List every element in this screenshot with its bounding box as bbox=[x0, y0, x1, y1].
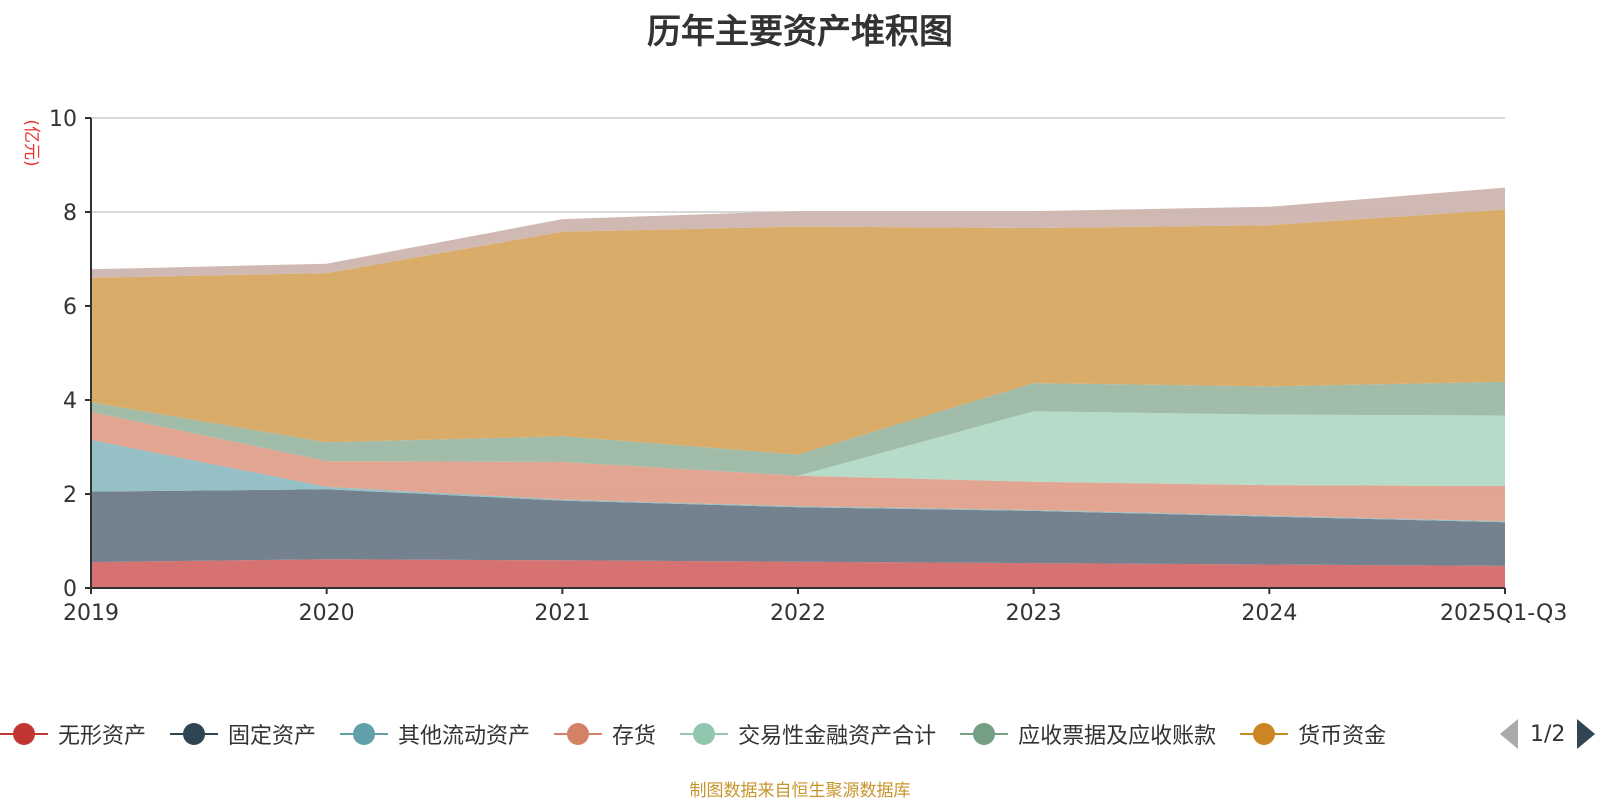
area-series-固定资产[interactable] bbox=[91, 489, 1505, 566]
x-tick-label: 2021 bbox=[534, 601, 590, 626]
area-series-交易性金融资产合计[interactable] bbox=[91, 411, 1505, 486]
y-tick-label: 4 bbox=[63, 389, 77, 414]
legend-label: 无形资产 bbox=[58, 724, 147, 749]
x-tick-label: 2020 bbox=[299, 601, 355, 626]
legend-marker-icon bbox=[0, 722, 48, 746]
area-series-应收票据及应收账款[interactable] bbox=[91, 381, 1505, 476]
area-series-货币资金[interactable] bbox=[91, 209, 1505, 455]
legend-marker-icon bbox=[554, 722, 603, 746]
legend-marker-icon bbox=[340, 722, 389, 746]
area-series-无形资产[interactable] bbox=[91, 559, 1505, 588]
y-tick-label: 2 bbox=[63, 483, 77, 508]
legend-item[interactable]: 应收票据及应收账款 bbox=[960, 718, 1216, 750]
area-series-存货[interactable] bbox=[91, 411, 1505, 522]
y-axis-unit-label: (亿元) bbox=[21, 119, 41, 166]
x-tick-label: 2023 bbox=[1006, 601, 1062, 626]
x-tick-label: 2019 bbox=[63, 601, 119, 626]
x-tick-label: 2024 bbox=[1241, 601, 1297, 626]
legend-label: 应收票据及应收账款 bbox=[1018, 724, 1217, 749]
legend-item[interactable]: 固定资产 bbox=[170, 718, 316, 750]
y-tick-label: 0 bbox=[63, 577, 77, 602]
legend-label: 存货 bbox=[612, 724, 657, 749]
axes: 0 2 4 6 8 10 2019 2020 2021 2022 2023 2024 2025Q1-Q3 bbox=[49, 107, 1567, 626]
legend: 无形资产 固定资产 其他流动资产 存货 交易性金融资产合计 应收票据及应收账款 货币资金 bbox=[0, 716, 1600, 752]
y-tick-label: 8 bbox=[63, 201, 77, 226]
legend-label: 固定资产 bbox=[228, 724, 317, 749]
pager-text: 1/2 bbox=[1530, 721, 1566, 747]
y-tick-label: 6 bbox=[63, 295, 77, 320]
area-series-其他[interactable] bbox=[91, 187, 1505, 278]
legend-marker-icon bbox=[170, 722, 219, 746]
legend-item[interactable]: 存货 bbox=[554, 718, 656, 750]
legend-label: 交易性金融资产合计 bbox=[738, 724, 937, 749]
legend-label: 其他流动资产 bbox=[398, 724, 531, 749]
legend-item[interactable]: 交易性金融资产合计 bbox=[680, 718, 936, 750]
legend-pager: 1/2 bbox=[1500, 716, 1596, 752]
legend-label: 货币资金 bbox=[1298, 724, 1387, 749]
legend-marker-icon bbox=[1240, 722, 1289, 746]
source-note: 制图数据来自恒生聚源数据库 bbox=[689, 781, 911, 801]
stacked-area-chart: 0 2 4 6 8 10 2019 2020 2021 2022 2023 2024 2025Q1-Q3… bbox=[21, 107, 1567, 626]
legend-item[interactable]: 货币资金 bbox=[1240, 718, 1386, 750]
y-tick-label: 10 bbox=[49, 107, 77, 132]
pager-prev-icon[interactable] bbox=[1500, 719, 1518, 749]
chart-title: 历年主要资产堆积图 bbox=[647, 12, 953, 52]
area-series bbox=[91, 187, 1505, 588]
x-tick-label: 2025Q1-Q3 bbox=[1440, 601, 1567, 626]
x-tick-label: 2022 bbox=[770, 601, 826, 626]
legend-marker-icon bbox=[680, 722, 729, 746]
pager-next-icon[interactable] bbox=[1577, 719, 1596, 749]
legend-item[interactable]: 其他流动资产 bbox=[340, 718, 530, 750]
legend-item[interactable]: 无形资产 bbox=[0, 718, 146, 750]
legend-marker-icon bbox=[960, 722, 1009, 746]
